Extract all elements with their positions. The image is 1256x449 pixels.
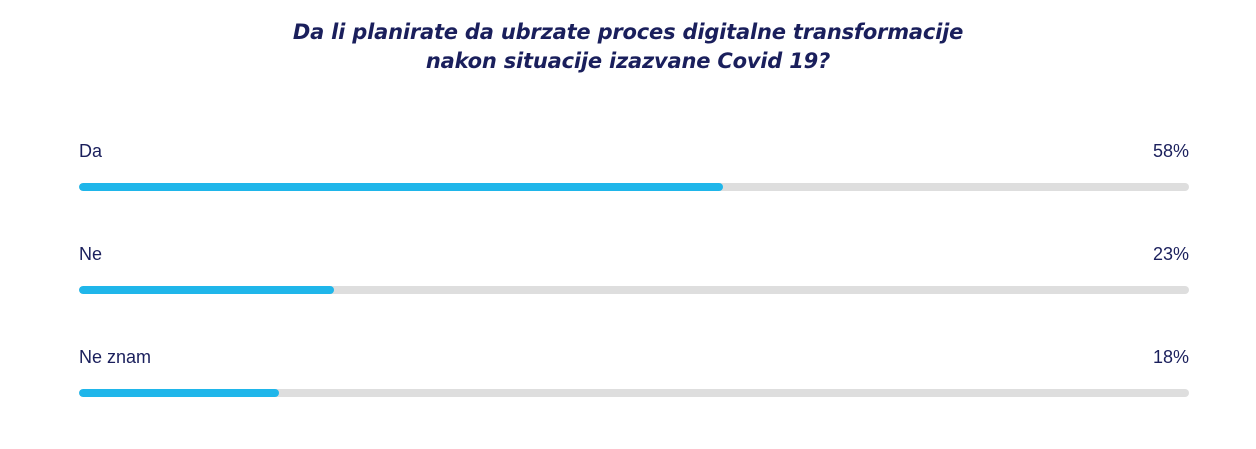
bar-value-ne: 23% [1152,244,1189,264]
bar-fill-da [79,183,723,191]
bar-list: Da 58% Ne 23% Ne znam 18% [79,140,1189,449]
bar-fill-ne [79,286,335,294]
bar-row-ne-znam: Ne znam 18% [79,346,1189,449]
bar-row-ne: Ne 23% [79,243,1189,346]
bar-fill-ne-znam [79,389,279,397]
bar-label-ne-znam: Ne znam [79,347,152,367]
bar-track-ne [79,286,1189,294]
bar-value-da: 58% [1152,141,1189,161]
chart-title-line-1: Da li planirate da ubrzate proces digita… [292,20,964,44]
chart-title: Da li planirate da ubrzate proces digita… [0,18,1256,76]
bar-label-ne: Ne [79,244,103,264]
bar-track-da [79,183,1189,191]
bar-label-da: Da [79,141,103,161]
chart-title-line-2: nakon situacije izazvane Covid 19? [425,49,831,73]
bar-row-da: Da 58% [79,140,1189,243]
bar-value-ne-znam: 18% [1152,347,1189,367]
bar-track-ne-znam [79,389,1189,397]
